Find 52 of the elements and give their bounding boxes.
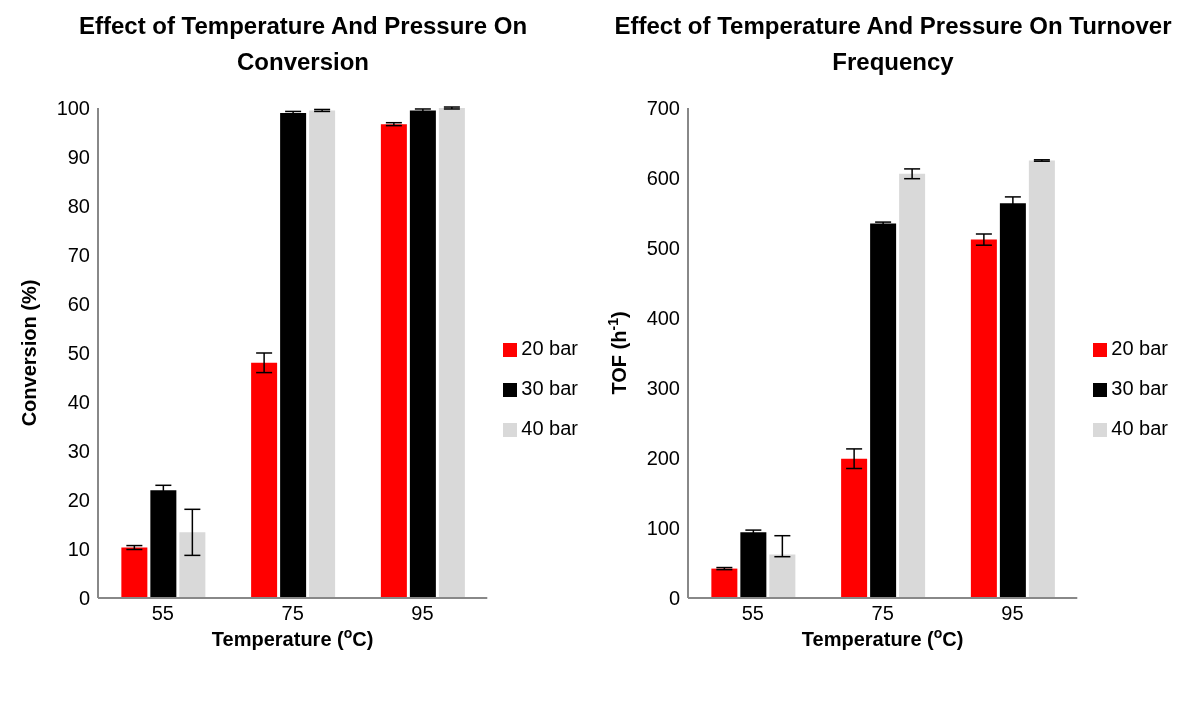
y-tick-label: 50	[67, 342, 90, 365]
y-tick-label: 0	[668, 587, 680, 610]
legend-label: 40 bar	[1111, 417, 1168, 439]
y-tick-label: 70	[67, 244, 90, 267]
bar	[711, 568, 738, 598]
bar	[870, 223, 897, 598]
x-axis-title: Temperature ($^{o}$C)	[211, 625, 374, 650]
x-tick-label: 75	[281, 602, 304, 625]
y-tick-label: 60	[67, 293, 90, 316]
bar	[251, 362, 278, 598]
y-tick-label: 90	[67, 146, 90, 169]
x-tick-label: 95	[1001, 602, 1024, 625]
x-tick-label: 55	[741, 602, 765, 625]
y-tick-label: 0	[78, 587, 90, 610]
x-axis-title: Temperature ($^{o}$C)	[801, 625, 964, 650]
bar	[309, 110, 336, 598]
bar	[438, 108, 465, 598]
bar	[380, 124, 407, 598]
bar	[769, 554, 796, 598]
bar	[841, 458, 868, 598]
y-tick-label: 40	[67, 391, 90, 414]
x-tick-label: 75	[871, 602, 894, 625]
legend-label: 30 bar	[1111, 377, 1168, 399]
y-tick-label: 20	[67, 489, 90, 512]
bar	[899, 173, 926, 598]
bar	[280, 112, 307, 598]
bar	[970, 239, 997, 598]
legend-label: 40 bar	[521, 417, 578, 439]
bar	[121, 547, 148, 598]
y-tick-label: 600	[646, 167, 680, 190]
legend-label: 20 bar	[1111, 337, 1168, 359]
bar	[740, 532, 767, 598]
chart-title: Effect of Temperature And Pressure On Conversion	[77, 11, 529, 77]
y-tick-label: 100	[646, 517, 680, 540]
y-tick-label: 500	[646, 237, 680, 260]
y-tick-label: 10	[67, 538, 90, 561]
y-tick-label: 200	[646, 447, 680, 470]
bar	[1028, 160, 1055, 598]
y-tick-label: 400	[646, 307, 680, 330]
bar	[179, 532, 206, 598]
y-tick-label: 30	[67, 440, 90, 463]
x-tick-label: 95	[411, 602, 434, 625]
y-tick-label: 100	[56, 97, 90, 120]
y-tick-label: 700	[646, 97, 680, 120]
chart-title: Effect of Temperature And Pressure On Turnover Frequency	[613, 11, 1173, 77]
legend-label: 30 bar	[521, 377, 578, 399]
bar	[409, 110, 436, 598]
x-tick-label: 55	[151, 602, 175, 625]
y-tick-label: 300	[646, 377, 680, 400]
y-tick-label: 80	[67, 195, 90, 218]
legend-label: 20 bar	[521, 337, 578, 359]
y-axis-title: Conversion (%)	[18, 279, 40, 427]
